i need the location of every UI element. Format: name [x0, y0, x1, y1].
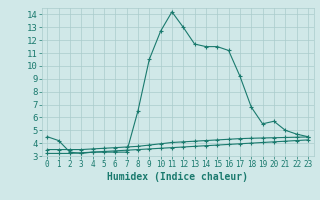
- X-axis label: Humidex (Indice chaleur): Humidex (Indice chaleur): [107, 172, 248, 182]
